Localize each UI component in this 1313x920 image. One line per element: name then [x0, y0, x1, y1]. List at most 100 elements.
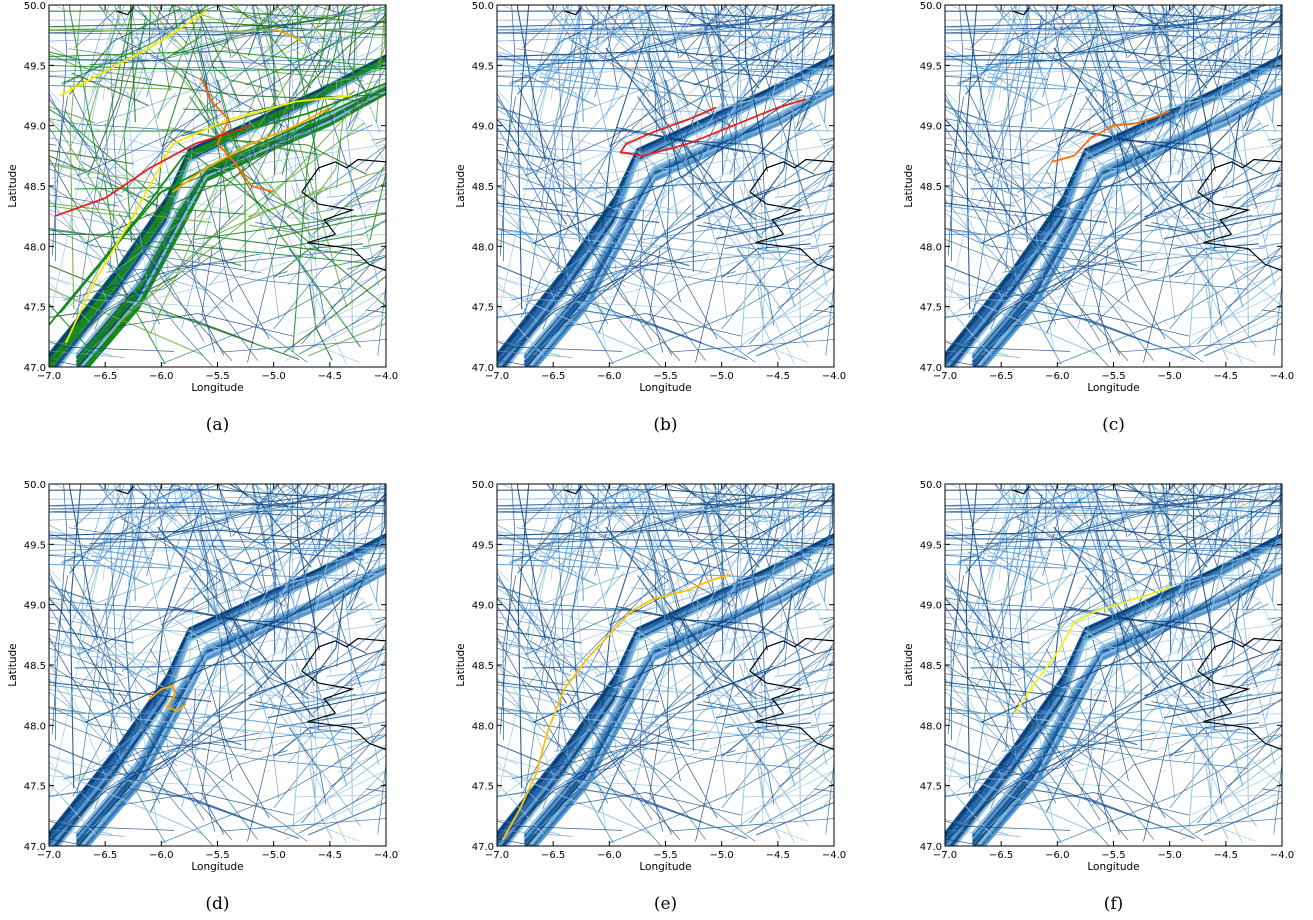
- background-track: [800, 769, 834, 804]
- background-track: [542, 265, 603, 331]
- background-track: [153, 238, 363, 300]
- background-track: [744, 770, 834, 815]
- background-track: [497, 543, 834, 551]
- background-track: [565, 484, 601, 569]
- background-track: [635, 484, 672, 687]
- background-track: [1155, 5, 1213, 225]
- background-track: [218, 5, 232, 59]
- background-track: [346, 545, 386, 609]
- background-track: [49, 282, 91, 323]
- background-track: [157, 47, 315, 239]
- background-track: [1243, 734, 1282, 749]
- coastline: [749, 637, 834, 672]
- background-track: [346, 192, 386, 233]
- background-track: [349, 484, 386, 611]
- background-track: [87, 5, 135, 176]
- background-track: [1242, 671, 1282, 712]
- background-track: [554, 726, 818, 752]
- background-track: [1057, 255, 1282, 365]
- background-track: [609, 515, 791, 626]
- background-track: [617, 484, 689, 507]
- background-track: [945, 643, 1058, 665]
- background-track: [181, 651, 222, 808]
- background-track: [621, 497, 772, 535]
- background-track: [597, 169, 649, 262]
- background-track: [497, 164, 610, 186]
- background-track: [721, 243, 811, 278]
- background-track: [502, 575, 517, 741]
- background-track: [698, 671, 722, 753]
- background-track: [1243, 255, 1282, 270]
- background-track: [608, 31, 650, 98]
- x-tick-label: −4.5: [1214, 371, 1238, 382]
- background-track: [49, 157, 129, 296]
- background-track: [49, 64, 386, 72]
- background-track: [1165, 484, 1174, 605]
- background-track: [497, 529, 834, 547]
- background-track: [497, 555, 535, 558]
- background-track: [1023, 92, 1055, 351]
- background-track: [947, 5, 964, 256]
- background-track: [949, 147, 1170, 319]
- y-tick-label: 48.5: [24, 182, 46, 193]
- background-track: [497, 28, 776, 40]
- background-track: [49, 22, 386, 36]
- background-track: [181, 172, 222, 329]
- x-tick-label: −4.0: [822, 371, 846, 382]
- background-track: [753, 234, 834, 238]
- background-track: [945, 571, 966, 613]
- y-tick-label: 47.5: [24, 303, 46, 314]
- background-track: [196, 160, 270, 340]
- background-track: [945, 239, 1028, 277]
- background-track: [945, 28, 1224, 40]
- background-track: [497, 157, 577, 296]
- background-track: [773, 221, 834, 239]
- background-track: [1045, 648, 1097, 741]
- background-track: [1204, 801, 1282, 836]
- background-track: [61, 484, 222, 565]
- background-track: [555, 519, 834, 687]
- background-track: [663, 5, 737, 28]
- background-track: [273, 120, 316, 319]
- background-track: [332, 5, 353, 338]
- background-track: [1085, 96, 1205, 221]
- background-track: [1092, 581, 1188, 698]
- background-track: [1228, 5, 1249, 338]
- background-track: [497, 691, 546, 728]
- background-track: [49, 820, 174, 831]
- background-track: [749, 245, 834, 345]
- background-track: [329, 267, 386, 309]
- background-track: [1193, 484, 1217, 651]
- background-track: [184, 5, 199, 19]
- background-track: [206, 18, 347, 365]
- background-track: [642, 212, 834, 241]
- background-track: [1091, 271, 1184, 328]
- background-track: [497, 76, 535, 79]
- background-track: [1242, 545, 1282, 609]
- background-track: [1014, 692, 1129, 841]
- background-track: [1221, 221, 1282, 239]
- background-track: [497, 663, 560, 792]
- background-track: [945, 578, 1155, 840]
- background-track: [1180, 311, 1282, 362]
- background-track: [49, 128, 221, 179]
- background-track: [945, 53, 1049, 81]
- background-track: [950, 484, 1033, 665]
- background-track: [305, 234, 386, 238]
- background-track: [157, 5, 171, 92]
- background-track: [625, 484, 662, 587]
- background-track: [957, 5, 1118, 86]
- background-track: [747, 304, 834, 355]
- background-track: [575, 571, 607, 830]
- background-track: [71, 72, 149, 106]
- background-track: [49, 12, 386, 21]
- background-track: [346, 164, 380, 286]
- y-tick-label: 48.0: [24, 721, 46, 732]
- background-track: [945, 198, 1057, 318]
- background-track: [629, 651, 670, 808]
- background-track: [1065, 484, 1137, 507]
- background-track: [352, 769, 386, 804]
- background-track: [497, 578, 707, 840]
- y-tick-label: 47.5: [24, 782, 46, 793]
- highlight-trajectory: [149, 684, 187, 712]
